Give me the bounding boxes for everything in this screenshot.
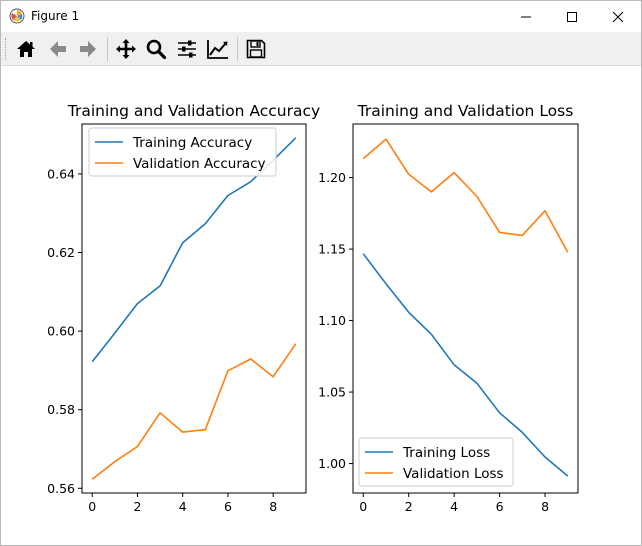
- home-icon: [17, 41, 35, 57]
- y-tick-label: 0.62: [47, 245, 75, 260]
- window-title: Figure 1: [31, 9, 80, 23]
- x-tick-label: 4: [179, 499, 187, 514]
- axes-frame: [352, 123, 579, 494]
- legend-label: Training Loss: [402, 445, 490, 461]
- home-button[interactable]: [13, 36, 39, 62]
- x-tick-label: 8: [269, 499, 277, 514]
- x-tick-label: 0: [359, 499, 367, 514]
- zoom-button[interactable]: [143, 36, 169, 62]
- chart-1: Training and Validation Accuracy 0 2 4 6 8 0.5…: [47, 102, 320, 514]
- x-tick-label: 2: [133, 499, 141, 514]
- figure-canvas[interactable]: Training and Validation Accuracy 0 2 4 6 8 0.5…: [1, 66, 641, 545]
- y-tick-label: 1.15: [318, 242, 346, 257]
- forward-button[interactable]: [75, 36, 101, 62]
- back-button[interactable]: [45, 36, 71, 62]
- edit-axes-icon: [207, 40, 228, 59]
- x-tick-label: 8: [541, 499, 549, 514]
- back-arrow-icon: [50, 41, 66, 57]
- y-tick-label: 0.58: [47, 402, 75, 417]
- x-tick-label: 6: [496, 499, 504, 514]
- legend: Training Accuracy Validation Accuracy: [88, 127, 277, 177]
- forward-arrow-icon: [80, 41, 96, 57]
- close-icon: [612, 11, 624, 22]
- customize-button[interactable]: [205, 36, 231, 62]
- series-line-training-loss: [362, 253, 569, 477]
- series-line-validation-loss: [362, 138, 569, 253]
- x-tick-label: 4: [450, 499, 458, 514]
- pan-button[interactable]: [113, 36, 139, 62]
- y-tick-label: 0.56: [47, 481, 75, 496]
- legend: Training Loss Validation Loss: [358, 437, 514, 487]
- maximize-button[interactable]: [549, 1, 595, 32]
- y-tick-label: 0.60: [47, 324, 75, 339]
- subplots-button[interactable]: [174, 36, 200, 62]
- x-tick-label: 2: [405, 499, 413, 514]
- toolbar-grip[interactable]: [5, 38, 9, 60]
- y-tick-label: 1.00: [318, 456, 346, 471]
- subplots-sliders-icon: [178, 40, 196, 58]
- y-tick-label: 1.05: [318, 385, 346, 400]
- close-button[interactable]: [595, 1, 641, 32]
- x-tick-label: 0: [88, 499, 96, 514]
- matplotlib-app-icon: [9, 8, 25, 24]
- zoom-icon: [146, 39, 167, 60]
- chart-2: Training and Validation Loss 0 2 4 6 8 1.00 1.0…: [318, 102, 579, 514]
- legend-label: Validation Loss: [403, 466, 504, 482]
- series-line-validation-accuracy: [91, 343, 297, 480]
- legend-box: [358, 437, 514, 487]
- toolbar-separator: [107, 37, 108, 61]
- chart-title: Training and Validation Loss: [357, 102, 574, 120]
- figure-svg[interactable]: Training and Validation Accuracy 0 2 4 6 8 0.5…: [1, 66, 641, 545]
- y-tick-label: 0.64: [47, 166, 75, 181]
- title-bar[interactable]: Figure 1: [1, 1, 641, 32]
- axes-frame: [81, 123, 307, 494]
- navigation-toolbar: [1, 32, 641, 66]
- save-button[interactable]: [243, 36, 269, 62]
- legend-label: Training Accuracy: [132, 135, 252, 151]
- y-tick-label: 1.10: [318, 313, 346, 328]
- maximize-icon: [567, 11, 577, 22]
- x-tick-label: 6: [224, 499, 232, 514]
- save-disk-icon: [246, 39, 266, 59]
- minimize-icon: [521, 16, 531, 17]
- legend-label: Validation Accuracy: [133, 156, 266, 172]
- pan-move-icon: [116, 39, 136, 59]
- toolbar-separator: [237, 37, 238, 61]
- y-tick-label: 1.20: [318, 170, 346, 185]
- legend-box: [88, 127, 277, 177]
- minimize-button[interactable]: [503, 1, 549, 32]
- chart-title: Training and Validation Accuracy: [67, 102, 320, 120]
